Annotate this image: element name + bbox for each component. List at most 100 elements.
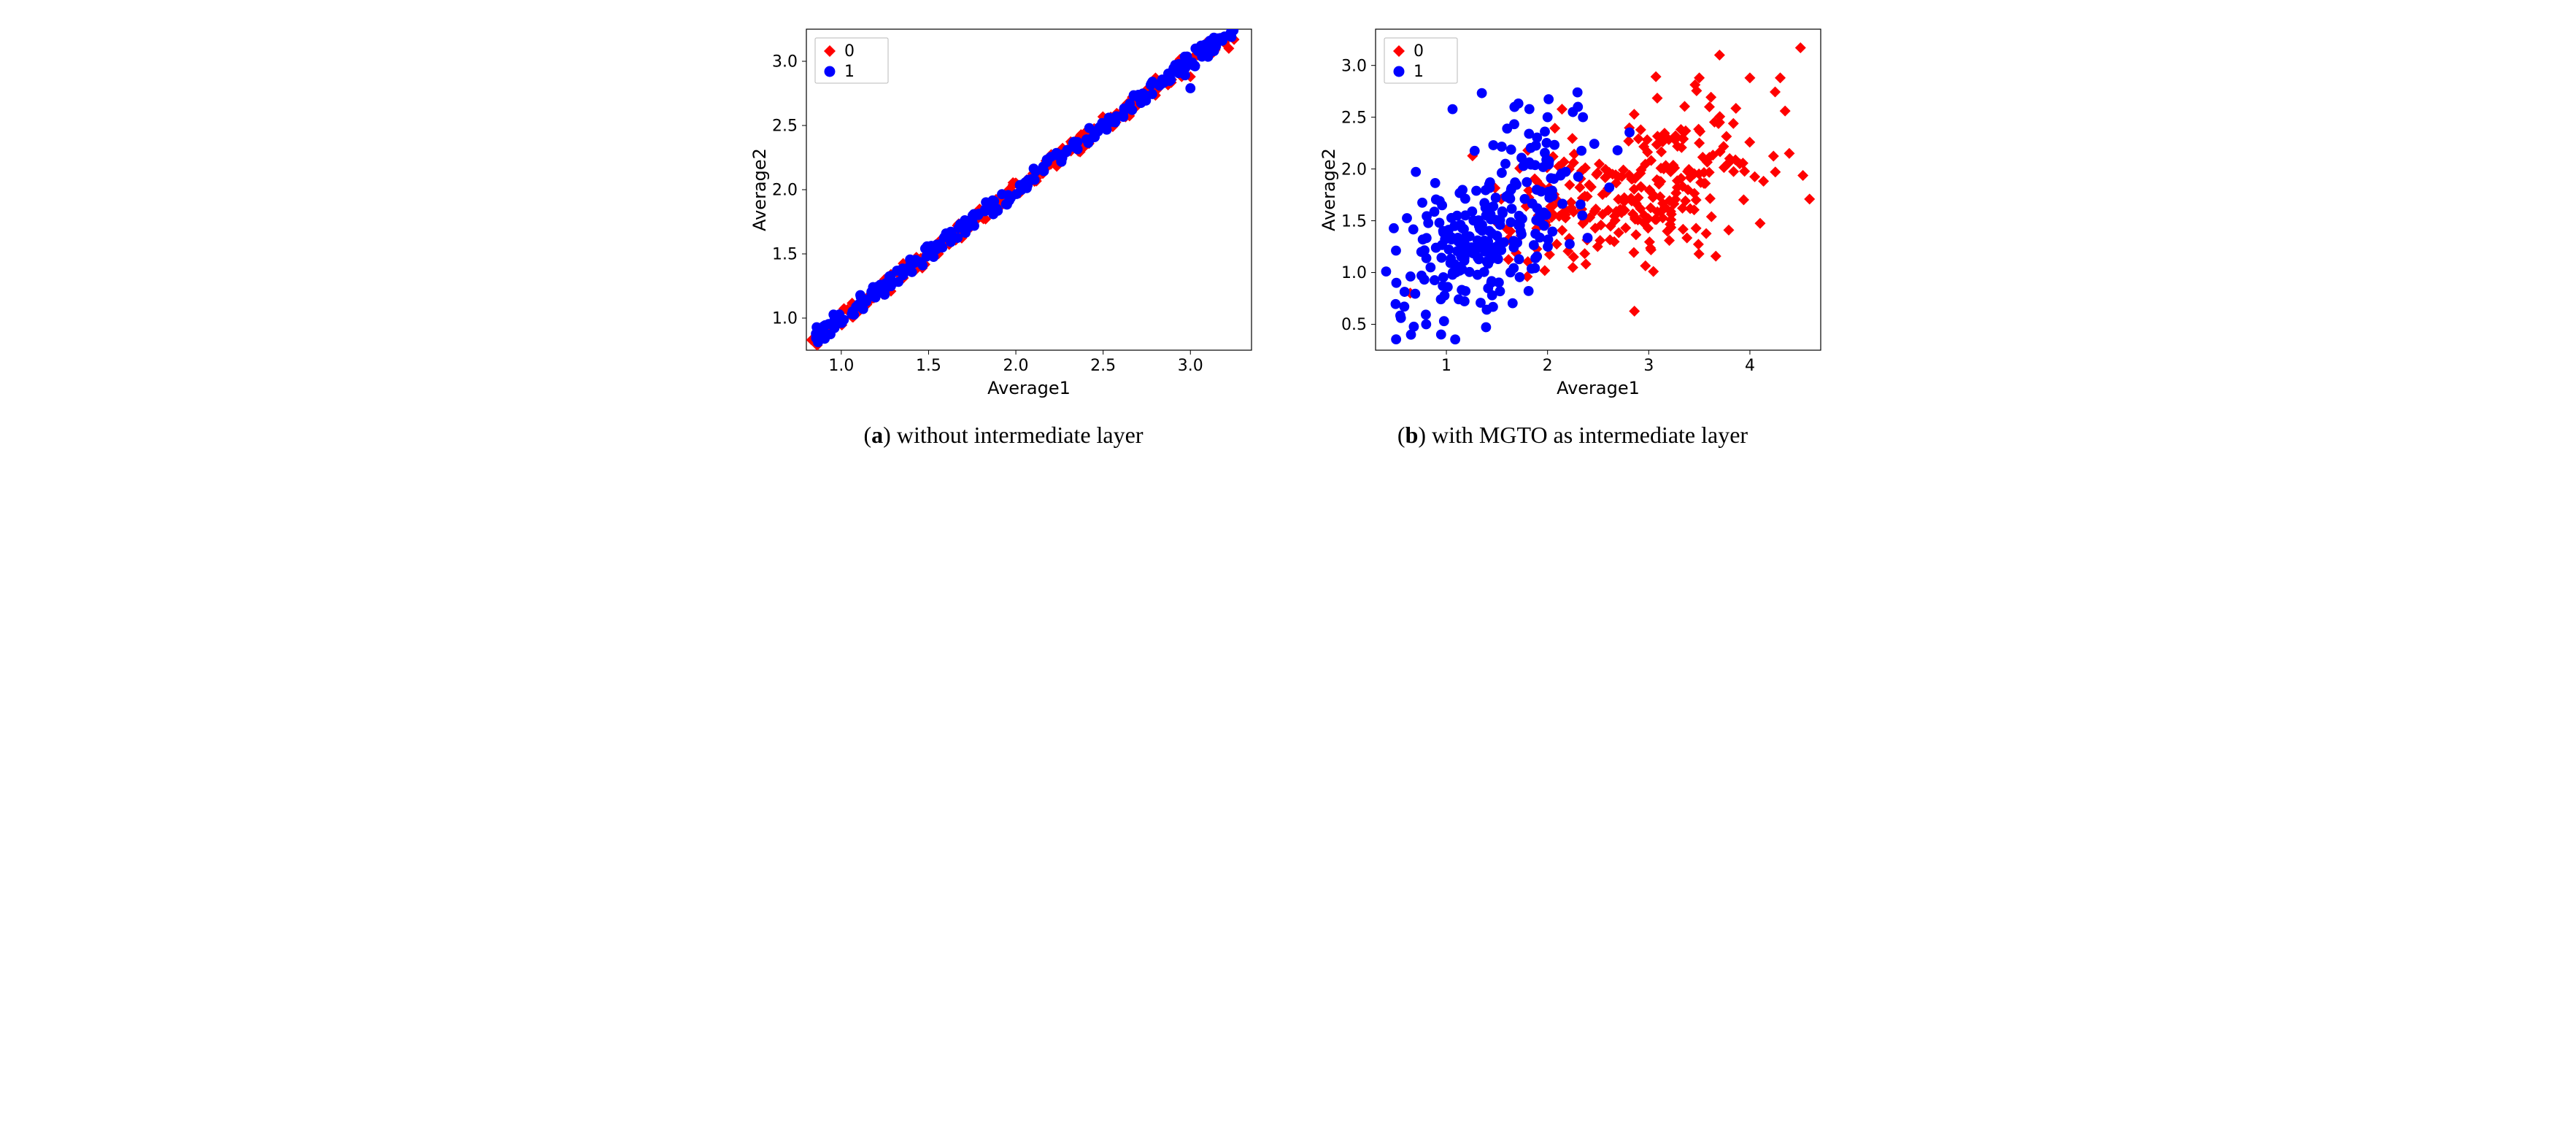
- marker-1: [1514, 211, 1524, 221]
- marker-1: [1435, 196, 1445, 206]
- marker-1: [1497, 168, 1507, 178]
- marker-1: [1487, 290, 1497, 301]
- legend-label: 0: [1414, 42, 1424, 61]
- marker-1: [1438, 281, 1448, 291]
- svg-text:1.0: 1.0: [772, 310, 798, 328]
- svg-text:3: 3: [1643, 357, 1654, 375]
- marker-1: [1193, 46, 1203, 56]
- marker-1: [1497, 206, 1508, 217]
- marker-1: [1479, 198, 1489, 208]
- xlabel: Average1: [1557, 378, 1640, 398]
- marker-1: [1423, 218, 1433, 228]
- svg-text:2: 2: [1543, 357, 1553, 375]
- svg-text:2.5: 2.5: [772, 117, 798, 136]
- marker-1: [1422, 233, 1432, 243]
- marker-1: [1500, 159, 1511, 169]
- marker-1: [1484, 179, 1495, 190]
- svg-text:3.0: 3.0: [1178, 357, 1203, 375]
- marker-1: [1510, 177, 1520, 187]
- marker-1: [1431, 243, 1441, 253]
- marker-1: [1410, 289, 1420, 299]
- marker-1: [1481, 322, 1491, 333]
- svg-text:2.0: 2.0: [772, 182, 798, 200]
- marker-1: [1516, 152, 1527, 163]
- marker-1: [1576, 146, 1586, 156]
- svg-text:1.5: 1.5: [916, 357, 941, 375]
- marker-1: [1173, 63, 1184, 73]
- marker-1: [1577, 210, 1587, 220]
- panel-a: 1.01.52.02.53.01.01.52.02.53.0Average1Av…: [741, 15, 1266, 449]
- marker-1: [1549, 140, 1559, 150]
- marker-1: [1446, 258, 1456, 268]
- marker-1: [968, 210, 978, 220]
- marker-1: [1530, 160, 1540, 170]
- marker-1: [1450, 334, 1460, 344]
- marker-1: [1565, 239, 1575, 250]
- marker-1: [1084, 123, 1095, 134]
- marker-1: [960, 228, 971, 238]
- marker-1: [1439, 316, 1449, 326]
- marker-1: [1573, 171, 1584, 182]
- marker-1: [1529, 240, 1539, 250]
- marker-1: [1101, 123, 1111, 133]
- marker-1: [1391, 299, 1401, 309]
- marker-1: [1056, 153, 1066, 163]
- marker-1: [1110, 117, 1120, 128]
- marker-1: [1399, 301, 1409, 312]
- marker-1: [1182, 52, 1192, 62]
- marker-1: [1543, 187, 1554, 197]
- marker-1: [1505, 217, 1516, 228]
- svg-text:2.5: 2.5: [1090, 357, 1116, 375]
- marker-1: [946, 227, 956, 237]
- marker-1: [1120, 104, 1130, 115]
- marker-1: [1543, 112, 1553, 123]
- marker-1: [1436, 330, 1446, 340]
- marker-1: [1006, 193, 1016, 203]
- marker-1: [1589, 139, 1600, 149]
- marker-1: [1391, 246, 1401, 256]
- marker-1: [1459, 255, 1470, 266]
- marker-1: [1532, 133, 1542, 143]
- marker-1: [1020, 182, 1030, 192]
- marker-1: [1486, 255, 1496, 265]
- marker-1: [1391, 334, 1401, 344]
- svg-text:1.0: 1.0: [828, 357, 854, 375]
- panel-b: 12340.51.01.52.02.53.0Average1Average201…: [1310, 15, 1835, 449]
- marker-1: [1492, 231, 1503, 241]
- marker-1: [1466, 242, 1476, 252]
- legend-marker-1: [1394, 66, 1405, 77]
- figure-container: 1.01.52.02.53.01.01.52.02.53.0Average1Av…: [15, 15, 2561, 449]
- marker-1: [1165, 76, 1175, 86]
- marker-1: [1576, 199, 1586, 209]
- marker-1: [1583, 233, 1593, 243]
- legend-marker-1: [825, 66, 836, 77]
- marker-1: [1392, 278, 1402, 288]
- svg-text:1.5: 1.5: [772, 246, 798, 264]
- marker-1: [1425, 263, 1435, 273]
- marker-1: [1543, 94, 1554, 104]
- marker-1: [1400, 287, 1410, 297]
- marker-1: [1573, 88, 1583, 98]
- marker-1: [1513, 98, 1524, 109]
- marker-1: [1491, 214, 1501, 225]
- marker-1: [1624, 128, 1635, 138]
- legend-label: 0: [844, 42, 855, 61]
- marker-1: [1449, 221, 1459, 231]
- marker-1: [1389, 223, 1399, 233]
- marker-1: [1465, 267, 1475, 277]
- marker-1: [1421, 309, 1431, 320]
- marker-1: [1508, 298, 1518, 309]
- legend-label: 1: [844, 63, 855, 81]
- marker-1: [946, 237, 956, 247]
- caption-b: (b) with MGTO as intermediate layer: [1397, 422, 1748, 449]
- marker-1: [1506, 144, 1516, 155]
- marker-1: [889, 277, 899, 287]
- marker-1: [1578, 112, 1588, 123]
- marker-1: [1505, 267, 1516, 277]
- marker-1: [1203, 50, 1214, 60]
- marker-1: [1479, 267, 1489, 277]
- svg-text:0.5: 0.5: [1341, 316, 1367, 334]
- marker-1: [1524, 104, 1535, 115]
- marker-1: [1516, 229, 1527, 239]
- marker-1: [1460, 286, 1470, 296]
